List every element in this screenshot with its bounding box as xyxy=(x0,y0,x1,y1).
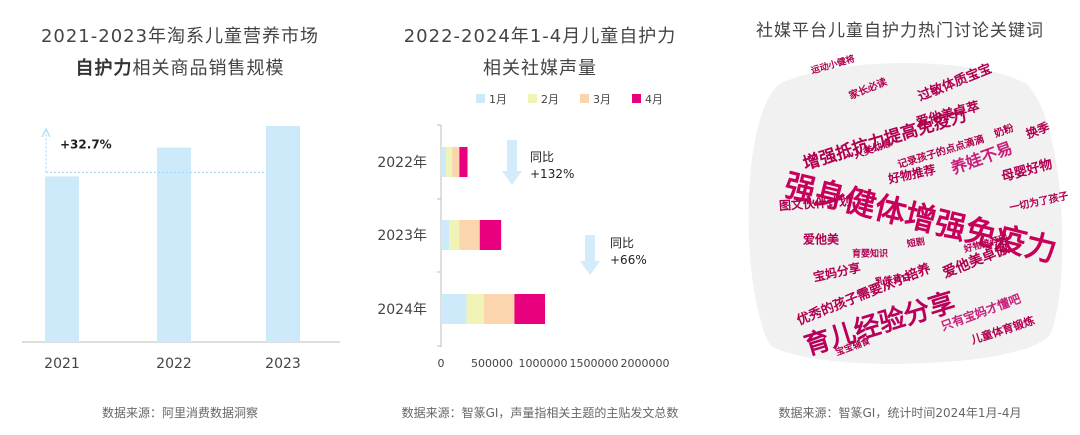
stacked-bar-segment xyxy=(452,147,460,177)
sales-chart-source: 数据来源：阿里消费数据洞察 xyxy=(101,406,258,420)
legend-label: 4月 xyxy=(645,93,663,106)
x-tick-label: 2023 xyxy=(265,356,301,372)
yoy-value: +66% xyxy=(610,253,647,267)
sales-bar xyxy=(157,147,191,342)
x-tick-label: 2000000 xyxy=(621,357,670,370)
yoy-value: +132% xyxy=(530,167,574,181)
stacked-bar-segment xyxy=(449,220,460,250)
volume-stacked-bar-chart: 1月 2月 3月 4月 2022年 2023年 2024年 0 500000 1000000 150… xyxy=(377,93,670,370)
stacked-bar-segment xyxy=(466,294,484,324)
keyword-cloud-panel: 社媒平台儿童自护力热门讨论关键词 强身健体增强免疫力 育儿经验分享 增强抵抗力提高免… xyxy=(720,0,1080,435)
x-tick-label: 2021 xyxy=(44,356,80,372)
x-tick-label: 500000 xyxy=(471,357,513,370)
yoy-label: 同比 xyxy=(610,236,634,250)
growth-annotation: +32.7% xyxy=(60,137,112,151)
volume-chart-source: 数据来源：智篆GI，声量指相关主题的主贴发文总数 xyxy=(401,406,679,420)
growth-arrow-head xyxy=(41,127,51,138)
y-tick-label: 2023年 xyxy=(377,228,427,244)
legend-label: 3月 xyxy=(593,93,611,106)
yoy-label: 同比 xyxy=(530,150,554,164)
keyword-cloud-title: 社媒平台儿童自护力热门讨论关键词 xyxy=(756,21,1044,41)
stacked-bar-segment xyxy=(459,220,480,250)
stacked-bar-segment xyxy=(459,147,468,177)
x-tick-label: 1500000 xyxy=(570,357,619,370)
keyword: 爱他美 xyxy=(803,232,840,247)
yoy-arrow xyxy=(502,140,522,185)
legend-label: 2月 xyxy=(541,93,559,106)
y-tick-label: 2024年 xyxy=(377,302,427,318)
legend-swatch xyxy=(528,94,537,103)
legend-swatch xyxy=(476,94,485,103)
stacked-bar-segment xyxy=(479,220,502,250)
x-tick-label: 0 xyxy=(438,357,445,370)
x-tick-label: 2022 xyxy=(156,356,192,372)
keyword-word-cloud: 强身健体增强免疫力育儿经验分享增强抵抗力提高免疫力过敏体质宝宝爱他美卓萃养娃不易… xyxy=(748,53,1070,364)
keyword: 育婴知识 xyxy=(852,248,888,260)
legend-label: 1月 xyxy=(489,93,507,106)
sales-scale-panel: 2021-2023年淘系儿童营养市场 自护力相关商品销售规模 2021 2022 2… xyxy=(0,0,360,435)
sales-chart-title-bold: 自护力 xyxy=(75,58,133,79)
stacked-bar-segment xyxy=(441,147,447,177)
volume-chart-title-line2: 相关社媒声量 xyxy=(483,58,597,79)
keyword: 图文伙伴计划 xyxy=(778,193,851,213)
stacked-bar-segment xyxy=(441,294,467,324)
keyword: 短剧 xyxy=(906,235,926,250)
stacked-bar-segment xyxy=(483,294,515,324)
sales-chart-title-line2: 自护力相关商品销售规模 xyxy=(0,54,360,80)
x-tick-label: 1000000 xyxy=(519,357,568,370)
legend-swatch xyxy=(580,94,589,103)
stacked-bar-segment xyxy=(446,147,453,177)
sales-bar xyxy=(266,126,300,342)
sales-bar-chart: 2021 2022 2023 +32.7% xyxy=(22,126,340,372)
sales-chart-title-rest: 相关商品销售规模 xyxy=(132,58,285,79)
sales-chart-title-line1: 2021-2023年淘系儿童营养市场 xyxy=(40,26,320,47)
stacked-bar-segment xyxy=(514,294,546,324)
yoy-arrow xyxy=(580,235,600,275)
keyword-cloud-source: 数据来源：智篆GI，统计时间2024年1月-4月 xyxy=(778,406,1022,420)
social-volume-panel: 2022-2024年1-4月儿童自护力 相关社媒声量 1月 2月 3月 4月 2022年… xyxy=(360,0,720,435)
word-cloud-background xyxy=(748,62,1063,364)
volume-chart-title-line1: 2022-2024年1-4月儿童自护力 xyxy=(403,26,677,47)
sales-bar xyxy=(45,176,79,342)
y-tick-label: 2022年 xyxy=(377,155,427,171)
stacked-bar-segment xyxy=(441,220,450,250)
legend-swatch xyxy=(632,94,641,103)
